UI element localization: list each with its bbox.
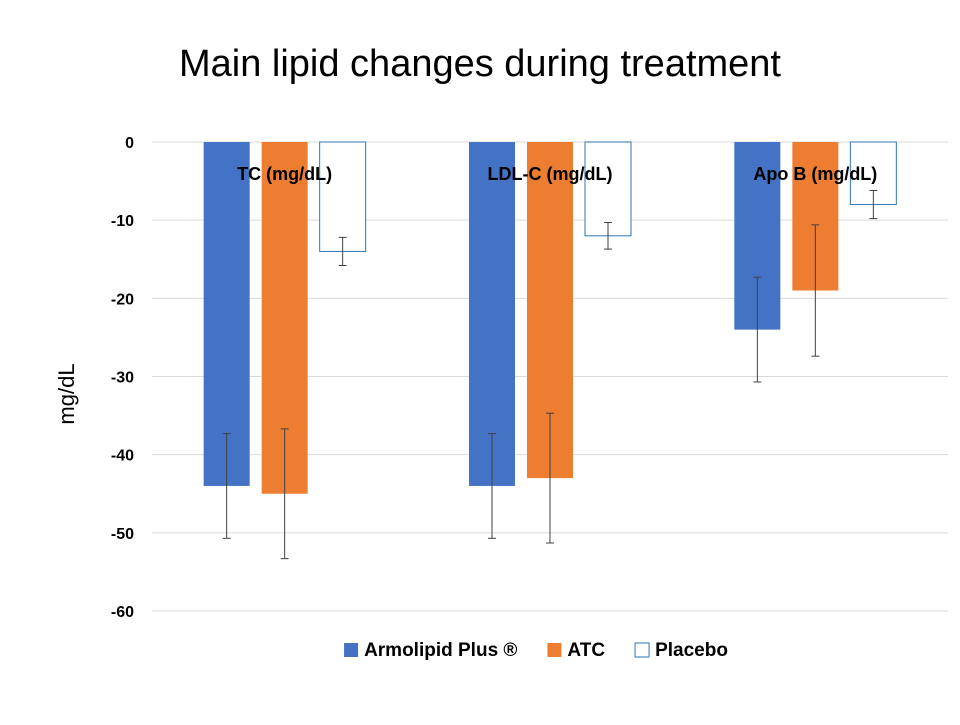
category-label: LDL-C (mg/dL): [488, 164, 613, 184]
bar-1-1: [203, 142, 250, 486]
y-tick-label: -30: [111, 370, 134, 387]
y-axis-title: mg/dL: [54, 363, 79, 424]
y-tick-label: -50: [111, 526, 134, 543]
y-tick-label: -60: [111, 604, 134, 621]
bar-3-2: [584, 141, 632, 237]
legend-swatch: [634, 642, 650, 658]
category-label: Apo B (mg/dL): [753, 164, 877, 184]
y-axis-tick-labels: 0 -10 -20 -30 -40 -50 -60: [111, 135, 134, 621]
bar-1-2: [469, 142, 515, 486]
legend-label: Placebo: [655, 640, 728, 661]
bars: [203, 141, 897, 494]
chart-title: Main lipid changes during treatment: [179, 43, 781, 85]
y-tick-label: 0: [125, 135, 134, 152]
legend-swatch: [344, 643, 359, 657]
legend-label: Armolipid Plus ®: [364, 640, 517, 661]
legend-swatch: [547, 643, 562, 657]
y-tick-label: -20: [111, 291, 134, 308]
bar-3-1: [319, 141, 367, 252]
legend-label: ATC: [567, 640, 605, 661]
error-bars: [222, 189, 878, 560]
y-tick-label: -40: [111, 448, 134, 465]
category-labels: TC (mg/dL) LDL-C (mg/dL) Apo B (mg/dL): [237, 164, 877, 184]
legend: Armolipid Plus ® ATC Placebo: [344, 640, 728, 661]
y-tick-label: -10: [111, 213, 134, 230]
category-label: TC (mg/dL): [237, 164, 332, 184]
